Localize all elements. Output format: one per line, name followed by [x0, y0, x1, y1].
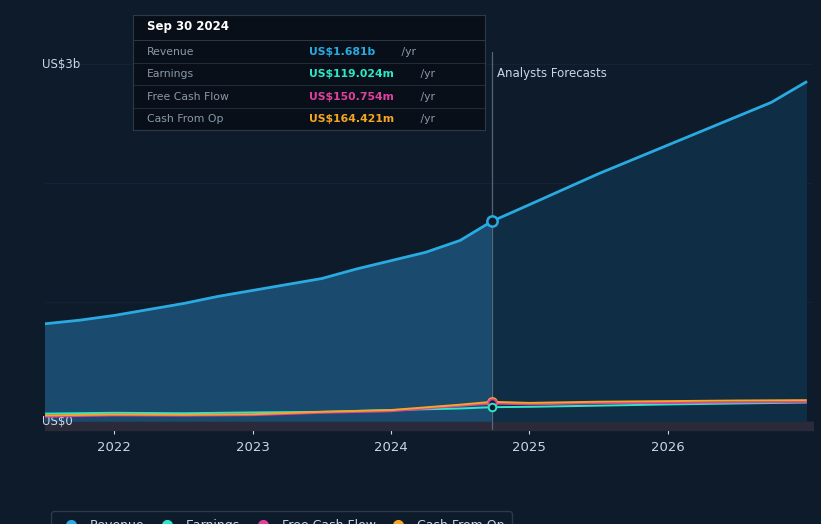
- Text: US$164.421m: US$164.421m: [309, 114, 394, 124]
- Text: US$1.681b: US$1.681b: [309, 47, 375, 57]
- Text: Sep 30 2024: Sep 30 2024: [147, 20, 229, 33]
- Point: [485, 403, 498, 411]
- Text: /yr: /yr: [417, 92, 435, 102]
- Legend: Revenue, Earnings, Free Cash Flow, Cash From Op: Revenue, Earnings, Free Cash Flow, Cash …: [52, 511, 511, 524]
- Text: US$119.024m: US$119.024m: [309, 69, 394, 79]
- Text: Cash From Op: Cash From Op: [147, 114, 223, 124]
- Text: Analysts Forecasts: Analysts Forecasts: [498, 67, 608, 80]
- Text: Revenue: Revenue: [147, 47, 195, 57]
- Text: Earnings: Earnings: [147, 69, 195, 79]
- Text: US$0: US$0: [43, 415, 73, 428]
- Text: /yr: /yr: [417, 114, 435, 124]
- Point: [485, 399, 498, 408]
- Point: [485, 217, 498, 225]
- Text: US$3b: US$3b: [43, 58, 80, 71]
- Text: /yr: /yr: [417, 69, 435, 79]
- Text: /yr: /yr: [397, 47, 415, 57]
- Text: Past: Past: [461, 67, 486, 80]
- Text: US$150.754m: US$150.754m: [309, 92, 394, 102]
- Point: [485, 398, 498, 406]
- Text: Free Cash Flow: Free Cash Flow: [147, 92, 229, 102]
